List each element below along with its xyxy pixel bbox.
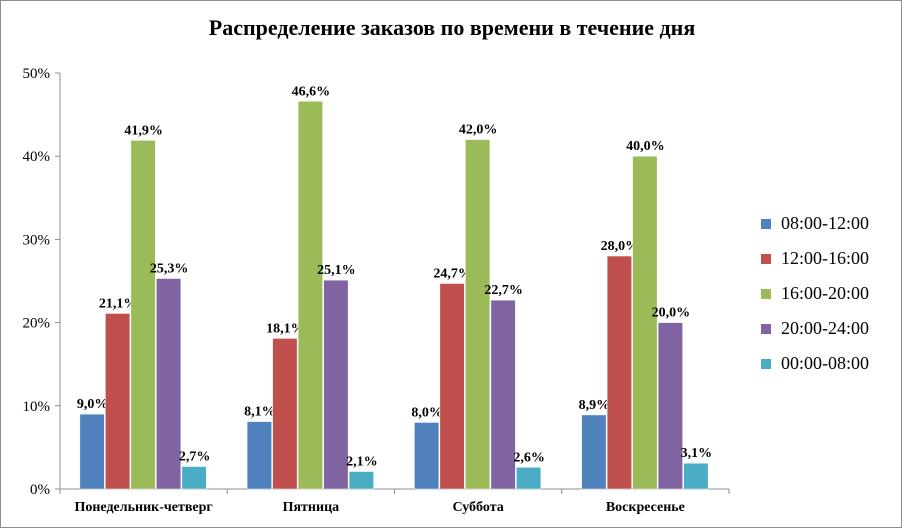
data-label: 2,1% — [346, 455, 378, 470]
chart-legend: 08:00-12:00 12:00-16:00 16:00-20:00 20:00-2… — [761, 206, 869, 381]
y-tick-label: 40% — [23, 149, 51, 165]
bar — [297, 101, 323, 490]
legend-label: 16:00-20:00 — [781, 283, 869, 303]
legend-label: 12:00-16:00 — [781, 248, 869, 268]
data-label: 2,6% — [513, 450, 545, 465]
data-label: 21,1% — [99, 296, 138, 311]
legend-item: 08:00-12:00 — [761, 206, 869, 241]
y-tick-label: 20% — [23, 316, 51, 332]
bar — [490, 299, 516, 490]
data-label: 28,0% — [601, 239, 640, 254]
y-tick-label: 30% — [23, 232, 51, 248]
bar — [156, 278, 182, 490]
legend-label: 20:00-24:00 — [781, 318, 869, 338]
bar — [79, 413, 105, 490]
data-label: 25,1% — [317, 263, 356, 278]
data-label: 8,9% — [579, 398, 611, 413]
x-tick-label: Воскресенье — [606, 500, 685, 515]
data-label: 24,7% — [433, 266, 472, 281]
data-label: 25,3% — [150, 262, 189, 277]
data-label: 40,0% — [626, 139, 665, 154]
legend-item: 16:00-20:00 — [761, 276, 869, 311]
legend-swatch — [761, 288, 771, 299]
bar — [606, 255, 632, 490]
legend-swatch — [761, 323, 771, 334]
legend-item: 20:00-24:00 — [761, 311, 869, 346]
y-tick-label: 50% — [23, 66, 51, 82]
legend-label: 08:00-12:00 — [781, 213, 869, 233]
data-label: 8,0% — [411, 405, 443, 420]
data-label: 22,7% — [484, 283, 523, 298]
data-label: 8,1% — [244, 405, 276, 420]
x-tick-label: Суббота — [452, 500, 503, 515]
chart-title: Распределение заказов по времени в течен… — [208, 15, 696, 40]
bar — [516, 467, 542, 490]
bar — [465, 139, 491, 490]
bar — [348, 471, 374, 490]
bar — [683, 462, 709, 490]
data-label: 41,9% — [124, 123, 163, 138]
legend-swatch — [761, 358, 771, 369]
bar — [105, 313, 131, 490]
legend-label: 00:00-08:00 — [781, 353, 869, 373]
bar — [632, 155, 658, 490]
data-label: 2,7% — [179, 450, 211, 465]
legend-item: 12:00-16:00 — [761, 241, 869, 276]
bar — [272, 338, 298, 490]
y-tick-label: 10% — [23, 399, 51, 415]
y-tick-label: 0% — [30, 482, 50, 498]
data-label: 9,0% — [77, 397, 109, 412]
bar — [323, 279, 349, 490]
bar — [130, 140, 156, 490]
legend-swatch — [761, 218, 771, 229]
bar — [414, 422, 440, 490]
x-tick-label: Понедельник-четверг — [74, 500, 212, 515]
data-label: 46,6% — [292, 84, 331, 99]
data-label: 18,1% — [266, 321, 305, 336]
data-label: 20,0% — [652, 306, 691, 321]
legend-item: 00:00-08:00 — [761, 346, 869, 381]
bar — [657, 322, 683, 490]
data-label: 42,0% — [459, 123, 498, 138]
data-label: 3,1% — [681, 446, 713, 461]
bar — [246, 421, 272, 490]
bar — [581, 414, 607, 490]
x-tick-label: Пятница — [283, 500, 340, 515]
bar — [439, 283, 465, 490]
bar — [181, 466, 207, 490]
legend-swatch — [761, 253, 771, 264]
